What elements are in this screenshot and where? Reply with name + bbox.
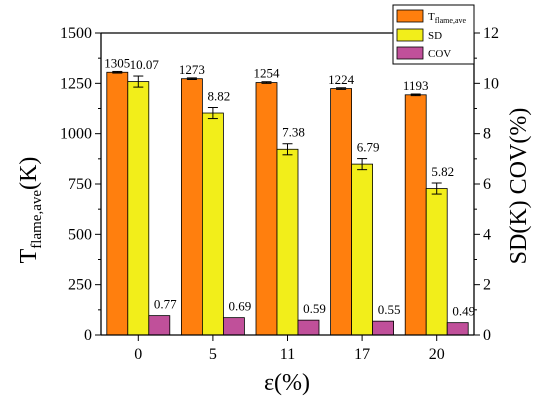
y-left-tick-label-1500: 1500 bbox=[60, 25, 92, 42]
data-label-sd-5: 8.82 bbox=[208, 88, 231, 103]
y-left-tick-label-0: 0 bbox=[84, 327, 92, 344]
data-label-tflame-17: 1224 bbox=[328, 72, 355, 87]
error-bars-layer bbox=[112, 70, 442, 195]
bar-tflame-20 bbox=[404, 94, 427, 336]
y-axis-left-title-suffix: (K) bbox=[16, 157, 42, 190]
data-label-tflame-0: 1305 bbox=[104, 55, 130, 70]
data-label-cov-17: 0.55 bbox=[378, 302, 401, 317]
data-label-sd-17: 6.79 bbox=[357, 140, 380, 155]
bar-sd-11 bbox=[276, 148, 299, 336]
bar-cov-20 bbox=[446, 322, 469, 336]
data-label-cov-20: 0.49 bbox=[452, 304, 475, 319]
data-label-tflame-20: 1193 bbox=[403, 78, 429, 93]
x-axis-title: ε(%) bbox=[264, 370, 310, 396]
y-left-tick-label-750: 750 bbox=[68, 176, 92, 193]
y-right-tick-label-8: 8 bbox=[483, 126, 491, 143]
data-label-cov-5: 0.69 bbox=[229, 299, 252, 314]
y-axis-left-title-sub: flame,ave bbox=[29, 190, 45, 249]
y-right-tick-label-0: 0 bbox=[483, 327, 491, 344]
bar-tflame-5 bbox=[180, 78, 203, 336]
x-tick-label-0: 0 bbox=[134, 346, 142, 363]
bar-tflame-17 bbox=[330, 88, 353, 336]
y-right-tick-label-12: 12 bbox=[483, 25, 499, 42]
data-label-sd-0: 10.07 bbox=[130, 57, 160, 72]
bar-sd-0 bbox=[127, 81, 150, 336]
bar-tflame-0 bbox=[106, 71, 129, 336]
y-right-tick-label-6: 6 bbox=[483, 176, 491, 193]
bar-cov-5 bbox=[222, 317, 245, 336]
bar-cov-0 bbox=[148, 315, 171, 336]
data-label-tflame-11: 1254 bbox=[254, 66, 281, 81]
x-tick-label-11: 11 bbox=[280, 346, 295, 363]
x-tick-label-17: 17 bbox=[354, 346, 370, 363]
bar-tflame-11 bbox=[255, 82, 278, 336]
x-tick-label-20: 20 bbox=[429, 346, 445, 363]
ticks-layer: 0 250 500 750 1000 1250 1500 0 2 4 6 8 10 12 0 5 11 17 20 bbox=[60, 25, 499, 363]
data-label-sd-20: 5.82 bbox=[431, 164, 454, 179]
legend-swatch-tflame bbox=[396, 9, 424, 23]
data-label-tflame-5: 1273 bbox=[179, 62, 205, 77]
x-tick-label-5: 5 bbox=[209, 346, 217, 363]
y-right-tick-label-4: 4 bbox=[483, 226, 491, 243]
y-left-tick-label-1250: 1250 bbox=[60, 75, 92, 92]
y-right-tick-label-10: 10 bbox=[483, 75, 499, 92]
y-left-tick-label-500: 500 bbox=[68, 226, 92, 243]
y-left-tick-label-1000: 1000 bbox=[60, 126, 92, 143]
y-axis-left-title-main: T bbox=[16, 248, 42, 263]
y-left-tick-label-250: 250 bbox=[68, 277, 92, 294]
legend: Tflame,ave SD COV bbox=[392, 4, 475, 65]
bars-layer bbox=[106, 71, 469, 336]
y-right-tick-label-2: 2 bbox=[483, 277, 491, 294]
bar-sd-5 bbox=[201, 112, 224, 336]
legend-swatch-cov bbox=[396, 46, 424, 60]
bar-sd-17 bbox=[351, 163, 374, 336]
legend-label-cov: COV bbox=[428, 48, 451, 60]
bar-cov-11 bbox=[297, 319, 320, 336]
data-label-cov-0: 0.77 bbox=[154, 297, 177, 312]
y-axis-right-title: SD(K) COV(%) bbox=[506, 108, 532, 265]
legend-label-tflame: Tflame,ave bbox=[428, 11, 466, 25]
y-axis-left-title: Tflame,ave(K) bbox=[16, 157, 45, 264]
bar-sd-20 bbox=[425, 188, 448, 336]
legend-label-sd: SD bbox=[428, 30, 442, 42]
bar-cov-17 bbox=[372, 320, 395, 336]
legend-swatch-sd bbox=[396, 28, 424, 42]
data-label-sd-11: 7.38 bbox=[282, 125, 305, 140]
data-label-cov-11: 0.59 bbox=[303, 301, 326, 316]
